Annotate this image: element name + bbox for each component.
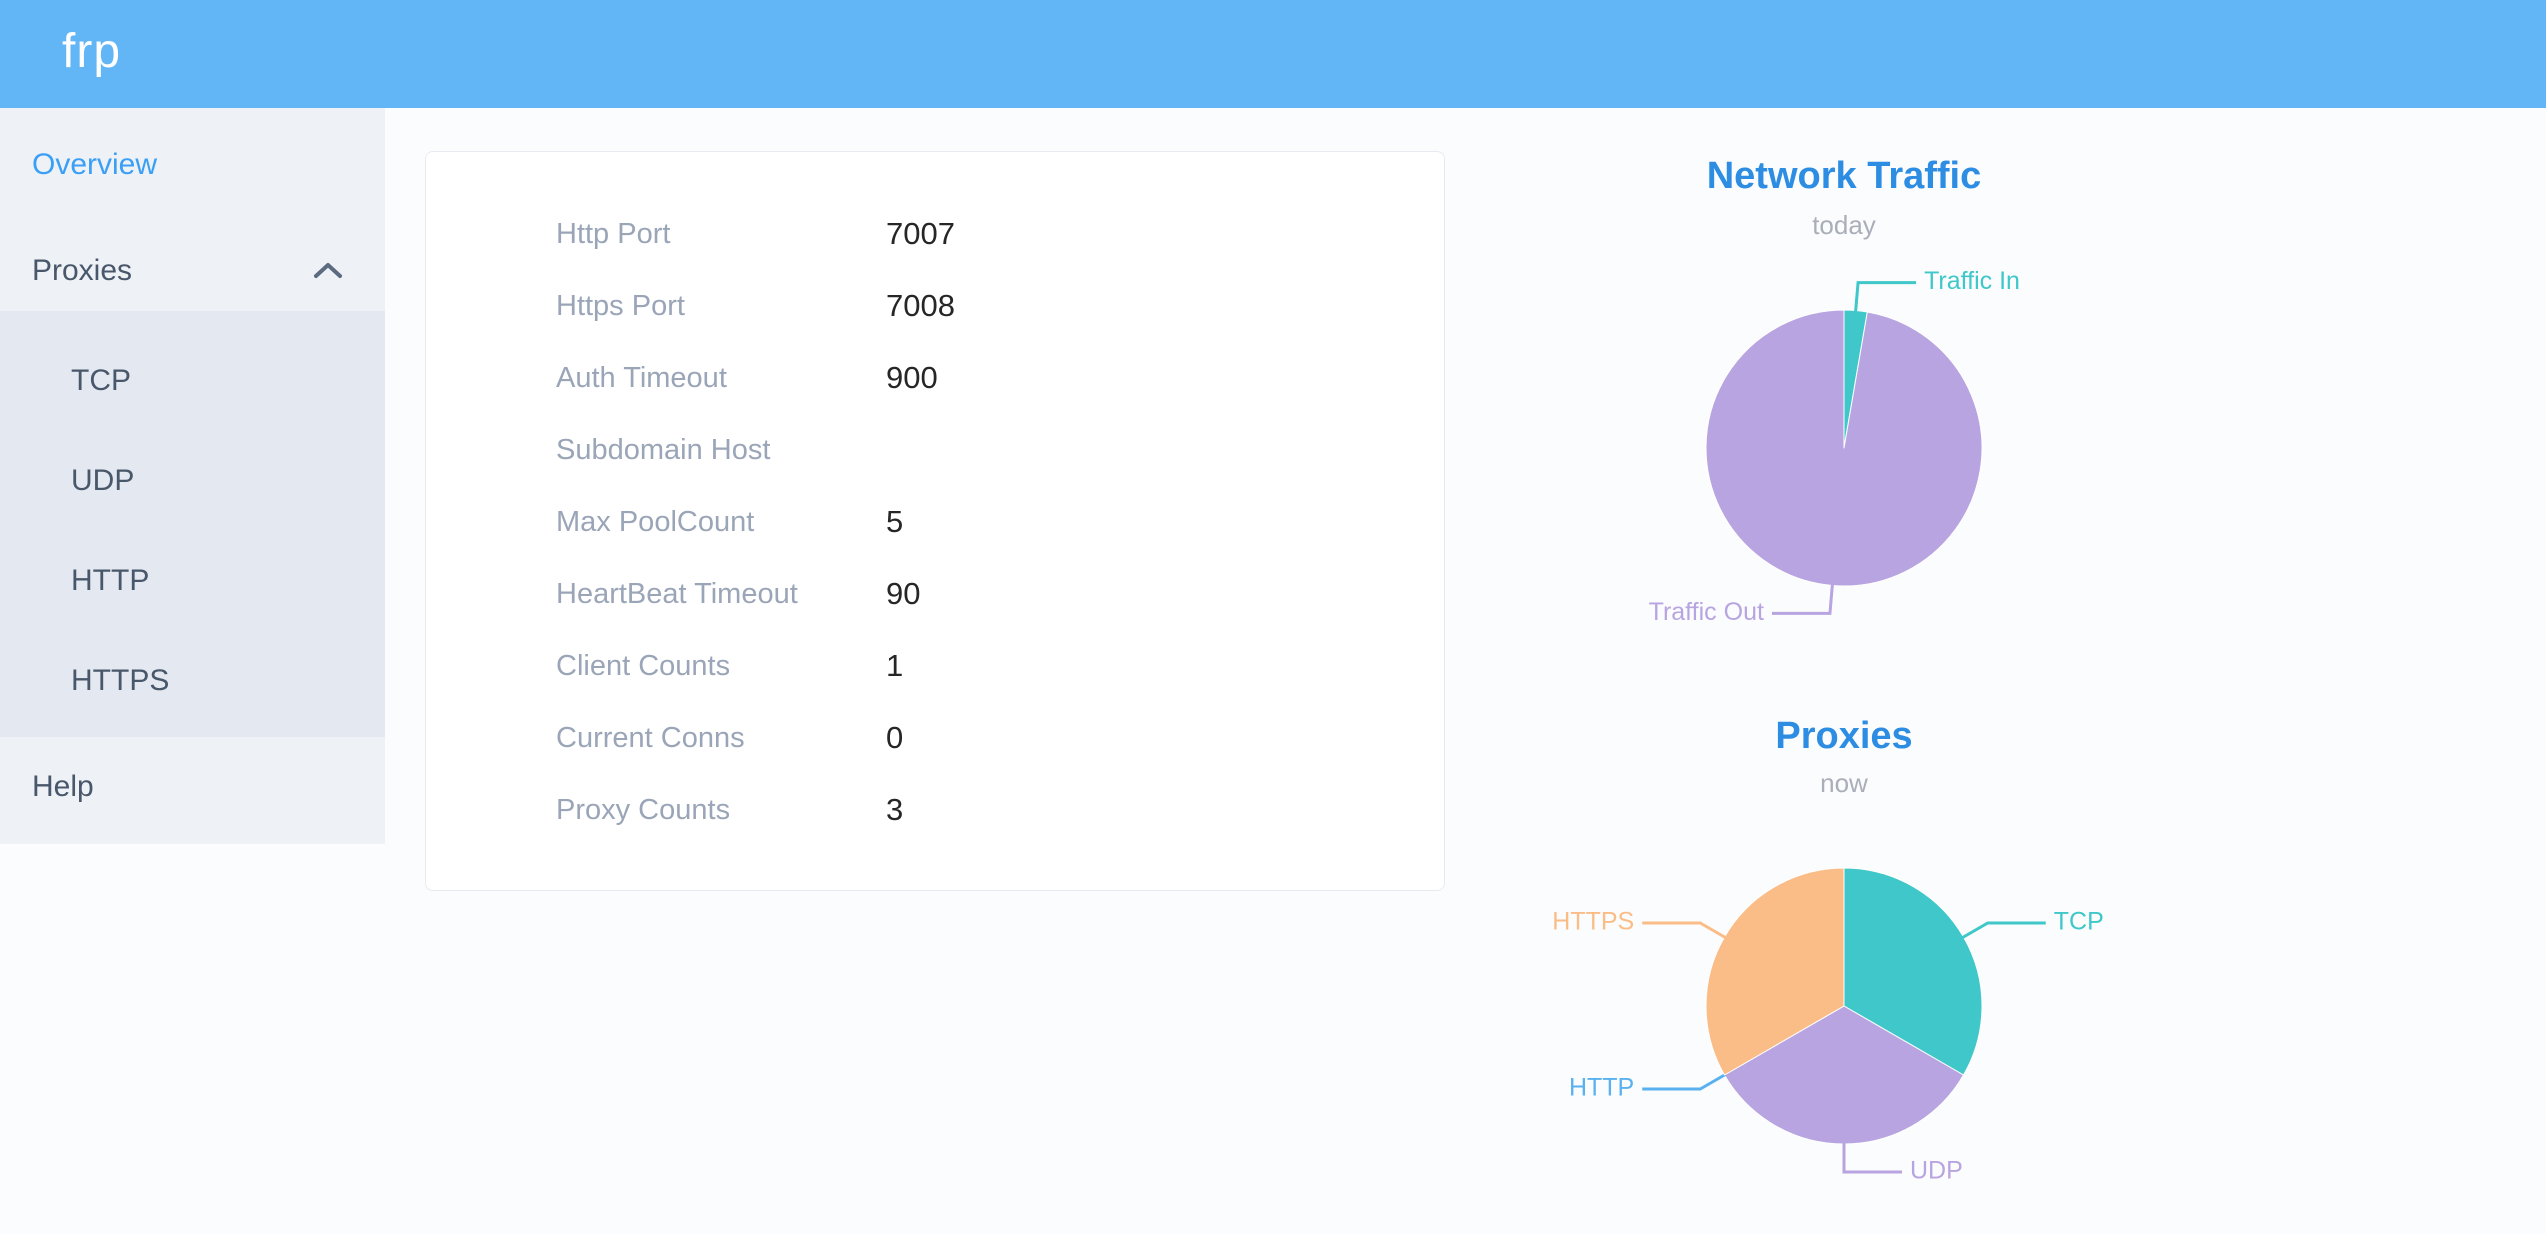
chevron-up-icon [314,263,342,278]
info-row-heartbeat-timeout: HeartBeat Timeout 90 [426,558,1444,630]
sidebar-item-overview-label: Overview [32,148,158,181]
slice-label-tcp: TCP [2054,908,2104,936]
info-row-client-counts: Client Counts 1 [426,630,1444,702]
info-row-current-conns: Current Conns 0 [426,702,1444,774]
sidebar: Overview Proxies TCP UDP HTTP HTTPS Help [0,108,385,844]
info-row-proxy-counts: Proxy Counts 3 [426,774,1444,846]
info-label: Https Port [556,289,685,322]
info-label: Current Conns [556,721,745,754]
label-leader-line-traffic-out [1771,584,1834,615]
info-label: Auth Timeout [556,361,727,394]
info-label: Max PoolCount [556,505,755,538]
info-value: 3 [886,792,904,827]
sidebar-item-overview[interactable]: Overview [0,133,385,197]
label-leader-line-tcp [1961,921,2046,939]
sidebar-item-udp[interactable]: UDP [0,449,385,513]
info-value: 1 [886,648,904,683]
label-leader-line-udp [1842,1143,1902,1174]
proxies-pie-chart[interactable]: TCP UDP HTTP HTTPS [1544,802,2144,1234]
info-row-http-port: Http Port 7007 [426,198,1444,270]
sidebar-item-tcp-label: TCP [71,364,131,397]
sidebar-item-udp-label: UDP [71,464,135,497]
slice-label-https: HTTPS [1552,908,1634,936]
info-label: Subdomain Host [556,433,771,466]
info-row-subdomain-host: Subdomain Host [426,414,1444,486]
sidebar-proxies-submenu: TCP UDP HTTP HTTPS [0,311,385,737]
sidebar-item-proxies[interactable]: Proxies [0,239,385,303]
pie-slice-traffic-out[interactable] [1705,309,1983,587]
app-header: frp [0,0,2546,108]
network-traffic-pie-chart[interactable]: Traffic In Traffic Out [1544,242,2144,692]
info-value: 7008 [886,288,955,323]
info-label: Client Counts [556,649,731,682]
network-traffic-chart-subtitle: today [1812,210,1876,240]
info-row-max-poolcount: Max PoolCount 5 [426,486,1444,558]
info-value: 7007 [886,216,955,251]
info-row-auth-timeout: Auth Timeout 900 [426,342,1444,414]
label-leader-line-http [1642,1073,1727,1091]
network-traffic-chart-title: Network Traffic [1706,155,1982,197]
info-row-https-port: Https Port 7008 [426,270,1444,342]
info-value: 900 [886,360,938,395]
slice-label-http: HTTP [1569,1074,1634,1102]
info-label: HeartBeat Timeout [556,577,798,610]
slice-label-udp: UDP [1910,1157,1963,1185]
slice-label-traffic-out: Traffic Out [1649,598,1764,626]
sidebar-item-help-label: Help [32,770,94,803]
sidebar-item-proxies-label: Proxies [32,254,133,287]
sidebar-item-http[interactable]: HTTP [0,549,385,613]
label-leader-line-https [1642,921,1727,939]
sidebar-item-tcp[interactable]: TCP [0,349,385,413]
sidebar-item-help[interactable]: Help [0,755,385,819]
info-label: Http Port [556,217,671,250]
info-label: Proxy Counts [556,793,731,826]
info-value: 90 [886,576,921,611]
sidebar-item-http-label: HTTP [71,564,150,597]
sidebar-item-https[interactable]: HTTPS [0,649,385,713]
frp-logo: frp [62,25,122,78]
server-info-card: Http Port 7007 Https Port 7008 Auth Time… [425,151,1445,891]
label-leader-line-traffic-in [1854,281,1917,312]
proxies-chart-subtitle: now [1820,768,1868,798]
sidebar-item-https-label: HTTPS [71,664,170,697]
info-value: 0 [886,720,904,755]
proxies-chart-title: Proxies [1775,715,1913,757]
info-value: 5 [886,504,904,539]
slice-label-traffic-in: Traffic In [1924,267,2020,295]
